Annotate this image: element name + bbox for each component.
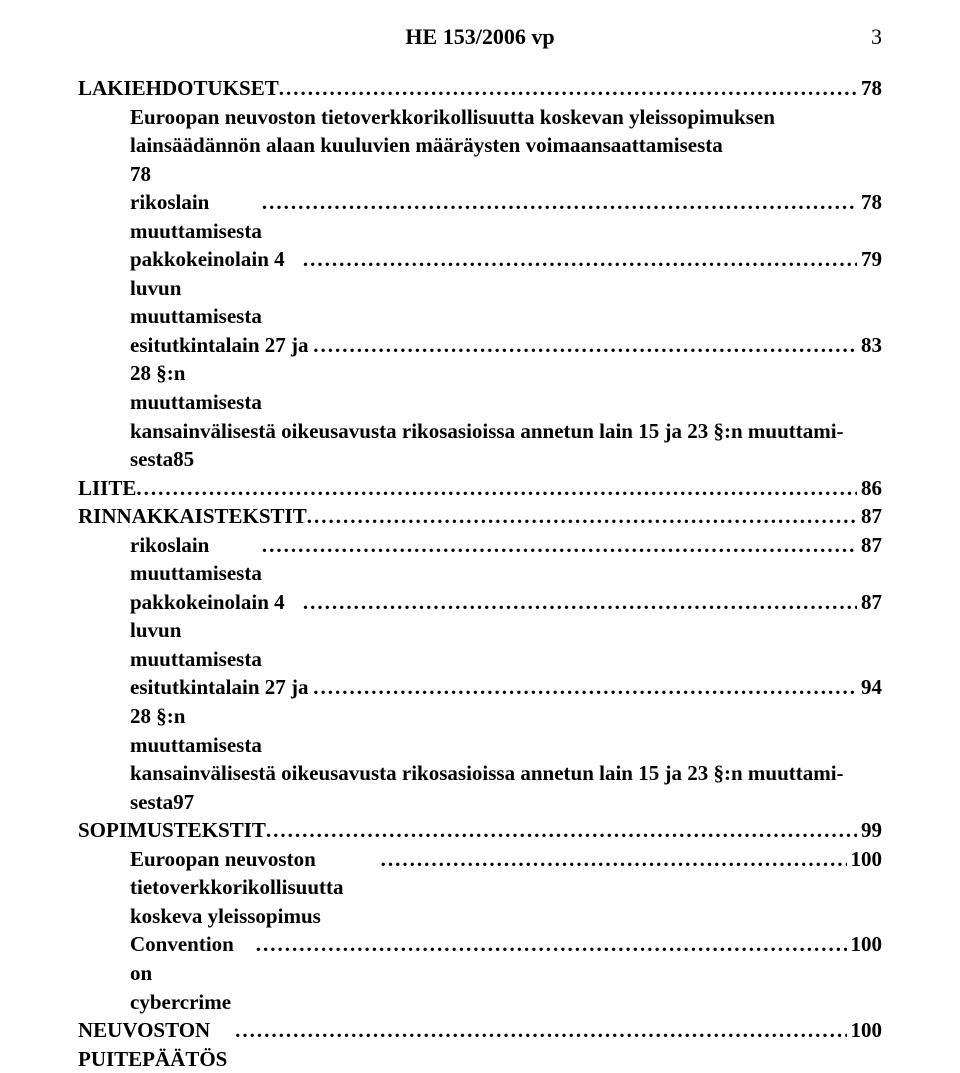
toc-leader	[262, 188, 857, 217]
toc-leader	[235, 1016, 846, 1045]
toc-label: kansainvälisestä oikeusavusta rikosasioi…	[130, 759, 882, 788]
toc-label: esitutkintalain 27 ja 28 §:n muuttamises…	[130, 673, 313, 759]
toc-leader	[303, 588, 857, 617]
toc-page: 100	[847, 1016, 883, 1045]
toc-page: 83	[857, 331, 882, 360]
toc-label-cont: sesta	[130, 788, 173, 817]
toc-entry: SOPIMUSTEKSTIT 99	[78, 816, 882, 845]
toc-entry: esitutkintalain 27 ja 28 §:n muuttamises…	[78, 331, 882, 417]
toc-label: LAKIEHDOTUKSET	[78, 74, 279, 103]
document-page: HE 153/2006 vp 3 LAKIEHDOTUKSET78Euroopa…	[0, 0, 960, 625]
toc-entry: Euroopan neuvoston tietoverkkorikollisuu…	[78, 845, 882, 931]
toc-page: 87	[857, 502, 882, 531]
page-number-top: 3	[871, 24, 882, 50]
toc-entry: kansainvälisestä oikeusavusta rikosasioi…	[78, 417, 882, 474]
page-header: HE 153/2006 vp 3	[78, 24, 882, 50]
toc-leader	[313, 331, 857, 360]
toc-entry: kansainvälisestä oikeusavusta rikosasioi…	[78, 759, 882, 816]
toc-page: 87	[857, 531, 882, 560]
toc-entry: rikoslain muuttamisesta 78	[78, 188, 882, 245]
toc-page: 94	[857, 673, 882, 702]
toc-entry-lastline: 78	[130, 160, 882, 189]
toc-entry: NEUVOSTON PUITEPÄÄTÖS 100	[78, 1016, 882, 1073]
toc-entry: LIITE 86	[78, 474, 882, 503]
toc-label: LIITE	[78, 474, 136, 503]
toc-entry: esitutkintalain 27 ja 28 §:n muuttamises…	[78, 673, 882, 759]
toc-label-cont: sesta	[130, 445, 173, 474]
toc-page: 87	[857, 588, 882, 617]
toc-label: esitutkintalain 27 ja 28 §:n muuttamises…	[130, 331, 313, 417]
toc-entry-lastline: sesta97	[130, 788, 882, 817]
toc-leader	[256, 930, 847, 959]
toc-entry: LAKIEHDOTUKSET 78	[78, 74, 882, 103]
toc-leader	[279, 74, 857, 103]
toc-entry: rikoslain muuttamisesta 87	[78, 531, 882, 588]
toc-leader	[303, 245, 857, 274]
toc-page: 100	[847, 930, 883, 959]
toc-label: Convention on cybercrime	[130, 930, 256, 1016]
toc-label: pakkokeinolain 4 luvun muuttamisesta	[130, 245, 303, 331]
toc-entry: Convention on cybercrime 100	[78, 930, 882, 1016]
toc-label: NEUVOSTON PUITEPÄÄTÖS	[78, 1016, 235, 1073]
toc-leader	[262, 531, 857, 560]
toc-label: Euroopan neuvoston tietoverkkorikollisuu…	[130, 103, 882, 160]
toc-leader	[381, 845, 847, 874]
toc-page: 78	[130, 160, 151, 189]
toc-label: pakkokeinolain 4 luvun muuttamisesta	[130, 588, 303, 674]
toc-entry: Euroopan neuvoston tietoverkkorikollisuu…	[78, 103, 882, 189]
toc-leader	[266, 816, 857, 845]
toc-leader	[136, 474, 857, 503]
toc-page: 78	[857, 188, 882, 217]
toc-label: RINNAKKAISTEKSTIT	[78, 502, 307, 531]
table-of-contents: LAKIEHDOTUKSET78Euroopan neuvoston tieto…	[78, 74, 882, 1073]
toc-label: kansainvälisestä oikeusavusta rikosasioi…	[130, 417, 882, 446]
toc-page: 100	[847, 845, 883, 874]
toc-page: 99	[857, 816, 882, 845]
document-code: HE 153/2006 vp	[405, 24, 554, 50]
toc-page: 85	[173, 445, 194, 474]
toc-leader	[307, 502, 857, 531]
toc-label: SOPIMUSTEKSTIT	[78, 816, 266, 845]
toc-leader	[313, 673, 857, 702]
toc-entry-lastline: sesta85	[130, 445, 882, 474]
toc-entry: pakkokeinolain 4 luvun muuttamisesta 87	[78, 588, 882, 674]
toc-page: 97	[173, 788, 194, 817]
toc-entry: pakkokeinolain 4 luvun muuttamisesta 79	[78, 245, 882, 331]
toc-label: Euroopan neuvoston tietoverkkorikollisuu…	[130, 845, 381, 931]
toc-page: 86	[857, 474, 882, 503]
toc-entry: RINNAKKAISTEKSTIT 87	[78, 502, 882, 531]
toc-page: 78	[857, 74, 882, 103]
toc-label: rikoslain muuttamisesta	[130, 531, 262, 588]
toc-label: rikoslain muuttamisesta	[130, 188, 262, 245]
toc-page: 79	[857, 245, 882, 274]
